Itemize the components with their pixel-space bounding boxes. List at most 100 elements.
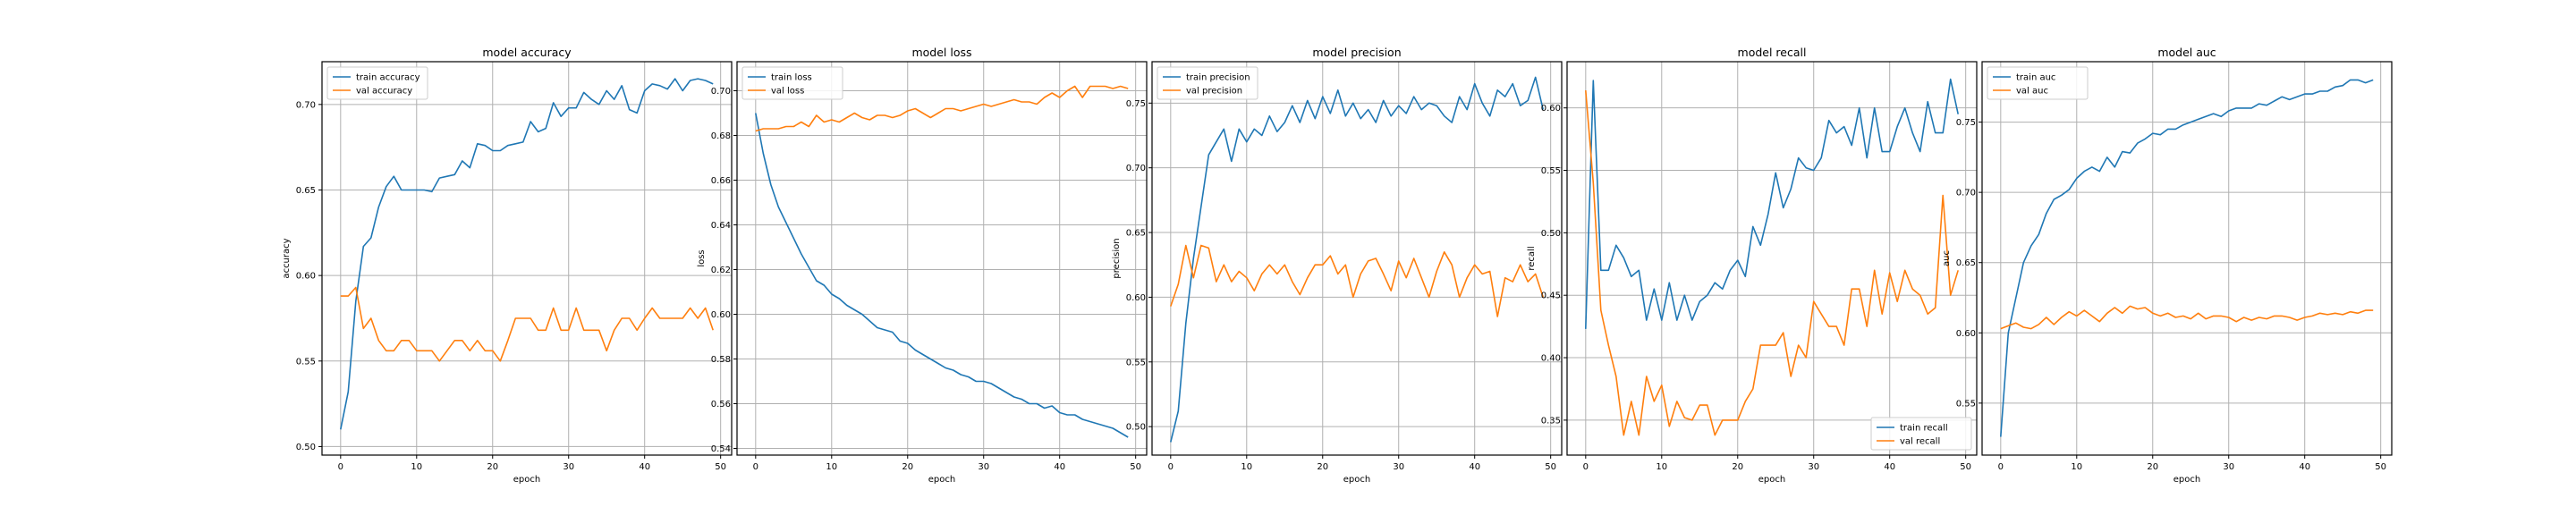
series-line-train-accuracy [340,78,714,430]
y-tick-label: 0.54 [711,444,731,454]
y-tick-label: 0.65 [1126,229,1146,239]
y-tick-label: 0.70 [1956,189,1976,198]
y-tick-label: 0.55 [1956,399,1976,409]
x-axis-label: epoch [1758,475,1785,485]
y-tick-label: 0.60 [1956,329,1976,339]
legend-label: val loss [771,87,804,97]
series-line-train-loss [755,113,1129,438]
x-tick-label: 10 [826,462,837,472]
y-tick-label: 0.50 [1126,423,1146,433]
x-tick-label: 30 [2223,462,2234,472]
legend: train recall val recall [1870,417,1972,451]
y-tick-label: 0.60 [1126,293,1146,303]
x-tick-label: 50 [1545,462,1556,472]
plot-frame [1566,61,1978,456]
x-tick-label: 20 [1317,462,1328,472]
x-tick-label: 30 [563,462,574,472]
x-tick-label: 50 [1960,462,1971,472]
plot-frame [321,61,733,456]
x-tick-label: 40 [1054,462,1065,472]
chart-panel-3: 0 10 20 30 40 50 0.35 0.40 0.45 0.50 0.55 0.60 model… [1527,46,1978,485]
y-tick-label: 0.62 [711,266,731,275]
x-tick-label: 30 [1393,462,1404,472]
legend-box [1157,66,1258,100]
x-tick-label: 40 [2299,462,2310,472]
x-tick-label: 10 [1656,462,1667,472]
y-tick-label: 0.70 [1126,164,1146,173]
y-tick-label: 0.66 [711,176,731,186]
y-tick-label: 0.64 [711,221,731,231]
x-axis-label: epoch [1343,475,1370,485]
series-line-train-recall [1585,78,1959,329]
y-tick-label: 0.50 [296,443,316,452]
x-tick-label: 0 [338,462,343,472]
x-tick-label: 40 [1884,462,1895,472]
x-tick-label: 10 [411,462,422,472]
chart-title: model precision [1312,46,1401,59]
x-tick-label: 20 [2147,462,2158,472]
legend: train loss val loss [741,66,843,100]
series-line-val-precision [1170,244,1544,317]
y-tick-label: 0.40 [1541,354,1561,364]
chart-title: model accuracy [482,46,572,59]
y-tick-label: 0.56 [711,400,731,409]
y-tick-label: 0.75 [1126,99,1146,109]
legend-label: val accuracy [356,87,412,97]
chart-panel-1: 0 10 20 30 40 50 0.54 0.56 0.58 0.60 0.62 0.64 0.66 0… [697,46,1148,485]
y-tick-label: 0.55 [1126,358,1146,367]
legend-box [1987,66,2089,100]
y-tick-label: 0.60 [711,310,731,320]
y-tick-label: 0.55 [296,357,316,367]
x-tick-label: 10 [2071,462,2082,472]
legend-label: train accuracy [356,73,420,83]
legend-label: train recall [1900,424,1948,434]
legend-label: train loss [771,73,812,83]
x-tick-label: 20 [487,462,498,472]
legend-label: val precision [1186,87,1242,97]
y-axis-label: recall [1527,246,1537,270]
y-tick-label: 0.60 [296,272,316,282]
legend-label: val recall [1900,437,1940,447]
series-line-train-precision [1170,76,1544,443]
y-axis-label: loss [697,249,707,266]
x-tick-label: 40 [639,462,650,472]
x-tick-label: 20 [1732,462,1743,472]
legend-box [326,66,428,100]
y-tick-label: 0.65 [296,186,316,196]
series-line-train-auc [2000,79,2374,437]
x-tick-label: 20 [902,462,913,472]
legend-label: train precision [1186,73,1250,83]
chart-panel-0: 0 10 20 30 40 50 0.50 0.55 0.60 0.65 0.70 model acc… [282,46,733,485]
legend: train precision val precision [1157,66,1258,100]
y-tick-label: 0.60 [1541,104,1561,114]
x-tick-label: 50 [2375,462,2386,472]
y-tick-label: 0.68 [711,131,731,141]
series-line-val-recall [1585,90,1959,436]
x-tick-label: 0 [753,462,758,472]
chart-title: model loss [911,46,971,59]
x-tick-label: 10 [1241,462,1252,472]
chart-panel-4: 0 10 20 30 40 50 0.55 0.60 0.65 0.70 0.75 model auc… [1942,46,2393,485]
y-tick-label: 0.50 [1541,229,1561,239]
y-axis-label: auc [1942,250,1952,266]
chart-title: model recall [1738,46,1807,59]
x-axis-label: epoch [2174,475,2200,485]
legend: train auc val auc [1987,66,2089,100]
y-tick-label: 0.70 [711,87,731,97]
plot-frame [736,61,1148,456]
y-tick-label: 0.58 [711,355,731,365]
legend-box [1870,417,1972,451]
x-tick-label: 50 [715,462,726,472]
x-tick-label: 30 [978,462,989,472]
chart-panel-2: 0 10 20 30 40 50 0.50 0.55 0.60 0.65 0.70 0.75 model… [1112,46,1563,485]
y-tick-label: 0.35 [1541,416,1561,426]
y-tick-label: 0.65 [1956,258,1976,268]
x-axis-label: epoch [513,475,540,485]
y-tick-label: 0.55 [1541,166,1561,176]
plot-frame [1981,61,2393,456]
x-tick-label: 0 [1998,462,2004,472]
plot-frame [1151,61,1563,456]
legend-label: val auc [2016,87,2048,97]
x-tick-label: 0 [1168,462,1174,472]
